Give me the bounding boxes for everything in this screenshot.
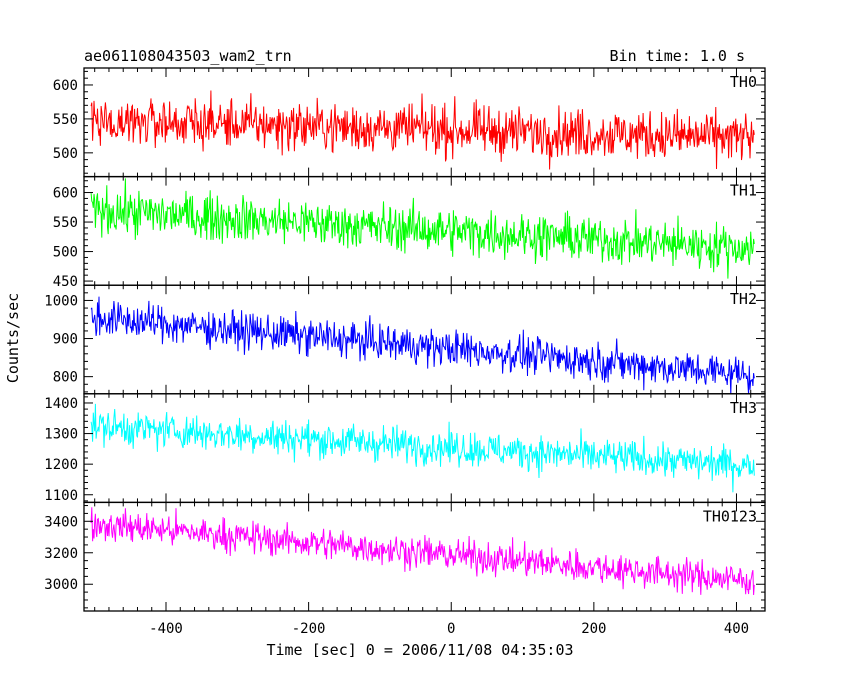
panel-label-th3: TH3 bbox=[730, 399, 757, 417]
panels-group: 500 550 600 TH0 450 500 550 600 TH1 800 900 1000 TH2… bbox=[44, 67, 766, 612]
series-line-th0123 bbox=[90, 507, 755, 596]
y-tick-label: 1200 bbox=[44, 457, 78, 473]
series-line-th3 bbox=[90, 403, 755, 493]
y-tick-label: 900 bbox=[53, 332, 78, 348]
chart-title: ae061108043503_wam2_trn bbox=[84, 47, 292, 65]
panel-label-th0123: TH0123 bbox=[703, 507, 757, 525]
y-tick-label: 1000 bbox=[44, 293, 78, 309]
y-tick-label: 600 bbox=[53, 186, 78, 202]
y-tick-label: 1300 bbox=[44, 427, 78, 443]
series-line-th0 bbox=[90, 90, 755, 170]
series-line-th1 bbox=[90, 178, 755, 279]
panel-th3: 1100 1200 1300 1400 TH3 bbox=[44, 393, 766, 504]
x-tick-label: 400 bbox=[724, 621, 749, 637]
x-axis: -400 -200 0 200 400 bbox=[149, 621, 749, 637]
y-tick-label: 3200 bbox=[44, 546, 78, 562]
x-axis-label: Time [sec] 0 = 2006/11/08 04:35:03 bbox=[266, 641, 573, 659]
y-tick-label: 1100 bbox=[44, 488, 78, 504]
y-tick-label: 550 bbox=[53, 112, 78, 128]
panel-th2: 800 900 1000 TH2 bbox=[44, 284, 766, 395]
y-tick-label: 450 bbox=[53, 274, 78, 290]
y-axis-label: Counts/sec bbox=[4, 293, 22, 383]
y-tick-label: 500 bbox=[53, 245, 78, 261]
panel-th0: 500 550 600 TH0 bbox=[53, 67, 766, 178]
panel-label-th2: TH2 bbox=[730, 290, 757, 308]
x-tick-label: 200 bbox=[581, 621, 606, 637]
y-tick-label: 600 bbox=[53, 78, 78, 94]
bin-time-label: Bin time: 1.0 s bbox=[610, 47, 745, 65]
x-tick-label: -400 bbox=[149, 621, 183, 637]
y-tick-label: 1400 bbox=[44, 396, 78, 412]
panel-th0123: 3000 3200 3400 TH0123 bbox=[44, 501, 766, 612]
y-tick-label: 3000 bbox=[44, 577, 78, 593]
panel-frame bbox=[83, 501, 766, 612]
y-tick-label: 500 bbox=[53, 146, 78, 162]
series-line-th2 bbox=[90, 296, 755, 394]
y-tick-label: 550 bbox=[53, 215, 78, 231]
panel-label-th0: TH0 bbox=[730, 73, 757, 91]
x-tick-label: 0 bbox=[447, 621, 455, 637]
x-tick-label: -200 bbox=[292, 621, 326, 637]
y-tick-label: 3400 bbox=[44, 514, 78, 530]
panel-th1: 450 500 550 600 TH1 bbox=[53, 175, 766, 290]
panel-label-th1: TH1 bbox=[730, 182, 757, 200]
panel-frame bbox=[83, 284, 766, 395]
y-tick-label: 800 bbox=[53, 370, 78, 386]
